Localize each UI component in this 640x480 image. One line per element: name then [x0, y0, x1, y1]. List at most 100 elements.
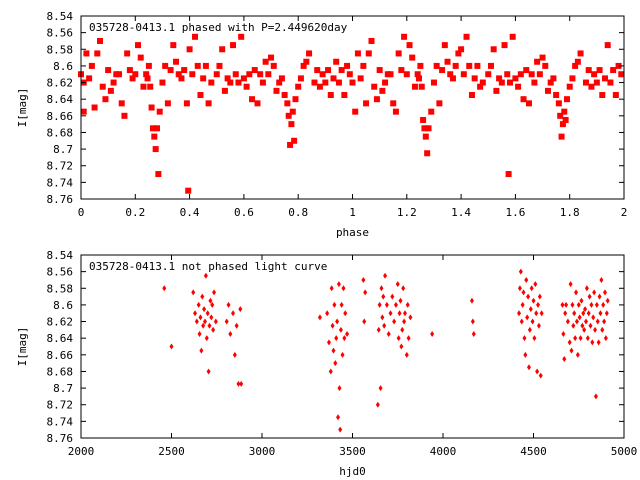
phased-point: [460, 71, 467, 78]
phased-point: [154, 125, 161, 132]
phased-point: [474, 62, 481, 69]
unphased-point: [392, 318, 397, 325]
phased-point: [390, 100, 397, 107]
unphased-point: [430, 331, 435, 338]
phased-point: [588, 83, 595, 90]
phased-point: [504, 71, 511, 78]
unphased-point: [564, 301, 569, 308]
unphased-point: [362, 318, 367, 325]
phased-x-tick-label: 0.8: [288, 206, 308, 219]
phased-point: [398, 67, 405, 74]
unphased-point: [572, 310, 577, 317]
unphased-point: [378, 385, 383, 392]
phased-point: [126, 67, 133, 74]
phased-point: [200, 75, 207, 82]
phased-y-tick-label: 8.62: [47, 77, 74, 90]
unphased-point: [517, 285, 522, 292]
unphased-point: [574, 289, 579, 296]
phased-point: [466, 62, 473, 69]
phased-point: [553, 92, 560, 99]
phased-point: [411, 83, 418, 90]
unphased-point: [207, 322, 212, 329]
phased-point: [159, 79, 166, 86]
unphased-point: [602, 289, 607, 296]
phased-point: [414, 71, 421, 78]
unphased-point: [339, 301, 344, 308]
phased-point: [563, 96, 570, 103]
phased-point: [243, 83, 250, 90]
phased-point: [449, 75, 456, 82]
unphased-x-tick-label: 4000: [430, 445, 457, 458]
phased-point: [471, 75, 478, 82]
phased-point: [346, 71, 353, 78]
phased-point: [418, 83, 425, 90]
phased-point: [559, 121, 566, 128]
unphased-point: [532, 335, 537, 342]
unphased-y-tick-label: 8.62: [47, 316, 74, 329]
phased-point: [536, 71, 543, 78]
phased-point: [118, 100, 125, 107]
phased-point: [387, 71, 394, 78]
phased-point: [505, 171, 512, 178]
phased-point: [544, 87, 551, 94]
unphased-y-tick-label: 8.7: [53, 382, 73, 395]
unphased-point: [208, 297, 213, 304]
unphased-y-tick-label: 8.68: [47, 365, 74, 378]
phased-point: [479, 79, 486, 86]
unphased-point: [335, 318, 340, 325]
phased-point: [539, 54, 546, 61]
phased-point: [94, 50, 101, 57]
phased-point: [88, 62, 95, 69]
unphased-point: [384, 301, 389, 308]
unphased-y-tick-label: 8.6: [53, 299, 73, 312]
unphased-point: [345, 331, 350, 338]
phased-point: [297, 75, 304, 82]
phased-point: [424, 150, 431, 157]
phased-point: [607, 79, 614, 86]
phased-point: [167, 67, 174, 74]
unphased-point: [328, 368, 333, 375]
unphased-point: [565, 318, 570, 325]
phased-y-tick-label: 8.7: [53, 143, 73, 156]
unphased-point: [332, 301, 337, 308]
unphased-point: [528, 306, 533, 313]
phased-point: [604, 42, 611, 49]
unphased-x-tick-label: 3000: [249, 445, 276, 458]
unphased-point: [198, 314, 203, 321]
phased-point: [327, 92, 334, 99]
unphased-point: [390, 293, 395, 300]
unphased-point: [333, 360, 338, 367]
phased-x-tick-label: 0.4: [180, 206, 200, 219]
phased-point: [601, 75, 608, 82]
phased-point: [566, 83, 573, 90]
unphased-point: [210, 301, 215, 308]
phased-point: [291, 137, 298, 144]
phased-point: [344, 62, 351, 69]
unphased-point: [406, 335, 411, 342]
phased-point: [416, 75, 423, 82]
unphased-point: [331, 347, 336, 354]
unphased-x-ticks: 2000 2500 3000 3500 4000 4500 5000: [68, 255, 637, 458]
phased-point: [86, 75, 93, 82]
phased-point: [392, 108, 399, 115]
phased-point: [97, 37, 104, 44]
phased-point: [265, 71, 272, 78]
unphased-point: [212, 289, 217, 296]
phased-point: [170, 42, 177, 49]
phased-point: [249, 96, 256, 103]
phased-point: [506, 79, 513, 86]
unphased-point: [593, 326, 598, 333]
phased-point: [455, 50, 462, 57]
unphased-point: [396, 335, 401, 342]
phased-point: [316, 83, 323, 90]
phased-point: [421, 125, 428, 132]
unphased-point: [402, 310, 407, 317]
unphased-point: [209, 314, 214, 321]
phased-point: [194, 62, 201, 69]
phased-point: [254, 100, 261, 107]
unphased-point: [599, 276, 604, 283]
unphased-point: [236, 380, 241, 387]
unphased-point: [193, 310, 198, 317]
phased-point: [202, 62, 209, 69]
phased-point: [132, 71, 139, 78]
